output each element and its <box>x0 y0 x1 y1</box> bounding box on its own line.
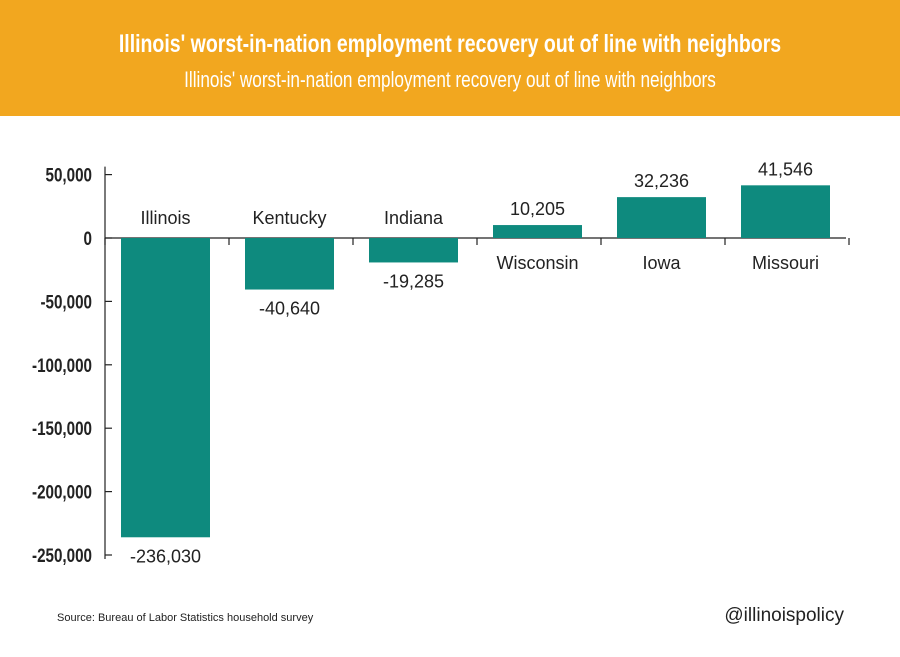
value-label: -19,285 <box>383 271 444 291</box>
category-label: Iowa <box>642 253 681 273</box>
y-tick-label: -200,000 <box>32 481 92 503</box>
y-tick-label: 0 <box>84 227 92 249</box>
category-label: Kentucky <box>252 208 326 228</box>
value-label: 41,546 <box>758 159 813 179</box>
category-label: Wisconsin <box>496 253 578 273</box>
y-tick-label: -250,000 <box>32 544 92 566</box>
category-label: Missouri <box>752 253 819 273</box>
chart-subtitle: Illinois' worst-in-nation employment rec… <box>184 67 716 92</box>
bar-missouri <box>741 185 830 238</box>
category-label: Illinois <box>140 208 190 228</box>
value-label: -236,030 <box>130 546 201 566</box>
bar-kentucky <box>245 238 334 290</box>
category-label: Indiana <box>384 208 444 228</box>
bar-illinois <box>121 238 210 538</box>
y-tick-label: -100,000 <box>32 354 92 376</box>
y-tick-label: -50,000 <box>40 291 92 313</box>
header-banner: Illinois' worst-in-nation employment rec… <box>0 0 900 116</box>
value-label: 32,236 <box>634 171 689 191</box>
y-tick-label: 50,000 <box>46 164 92 186</box>
bar-iowa <box>617 197 706 238</box>
bar-indiana <box>369 238 458 263</box>
social-handle: @illinoispolicy <box>724 605 844 626</box>
value-label: -40,640 <box>259 299 320 319</box>
chart-title: Illinois' worst-in-nation employment rec… <box>118 30 782 58</box>
y-tick-label: -150,000 <box>32 418 92 440</box>
source-note: Source: Bureau of Labor Statistics house… <box>57 612 314 624</box>
value-label: 10,205 <box>510 199 565 219</box>
bar-wisconsin <box>493 225 582 238</box>
